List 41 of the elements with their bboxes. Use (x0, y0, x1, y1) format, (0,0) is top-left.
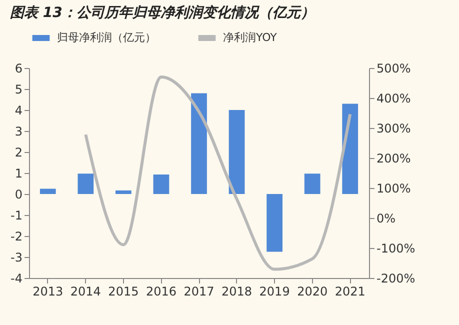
x-tick-label: 2020 (297, 284, 328, 298)
y2-tick-label: 0% (376, 212, 396, 226)
x-tick-label: 2019 (259, 284, 290, 298)
y2-tick-label: 100% (376, 182, 411, 196)
bar (304, 174, 320, 194)
x-tick-label: 2014 (70, 284, 101, 298)
x-tick-label: 2016 (146, 284, 176, 298)
y-tick-label: -4 (10, 272, 22, 286)
y2-tick-label: 400% (376, 92, 411, 106)
y-tick-label: 6 (14, 62, 22, 76)
x-tick-label: 2021 (334, 284, 366, 298)
chart-title: 图表 13：公司历年归母净利润变化情况（亿元） (10, 4, 314, 21)
y-tick-label: 1 (14, 166, 22, 180)
y-tick-label: 2 (14, 146, 22, 160)
y2-tick-label: -200% (376, 272, 416, 286)
bar (342, 104, 358, 194)
y-tick-label: -1 (10, 208, 22, 222)
bar (116, 190, 132, 194)
legend-label: 净利润YOY (223, 31, 278, 44)
x-tick-label: 2013 (32, 284, 64, 298)
y-tick-label: 3 (14, 124, 22, 138)
bar (228, 110, 245, 194)
bar (266, 194, 282, 252)
y-tick-label: 5 (14, 82, 22, 96)
bar (153, 174, 170, 194)
y2-tick-label: 300% (376, 122, 411, 136)
legend-label: 归母净利润（亿元） (57, 31, 156, 44)
y-tick-label: 0 (14, 188, 22, 202)
y2-tick-label: -100% (376, 242, 416, 256)
x-tick-label: 2018 (222, 284, 252, 298)
bar (191, 93, 207, 194)
x-tick-label: 2015 (108, 284, 139, 298)
y-tick-label: -3 (10, 250, 22, 264)
bar (78, 174, 94, 194)
x-tick-label: 2017 (184, 284, 214, 298)
y2-tick-label: 500% (376, 62, 411, 76)
y-tick-label: -2 (10, 230, 22, 244)
bar (40, 188, 56, 194)
y-tick-label: 4 (14, 104, 22, 118)
line-series (84, 76, 352, 271)
y2-tick-label: 200% (376, 152, 411, 166)
